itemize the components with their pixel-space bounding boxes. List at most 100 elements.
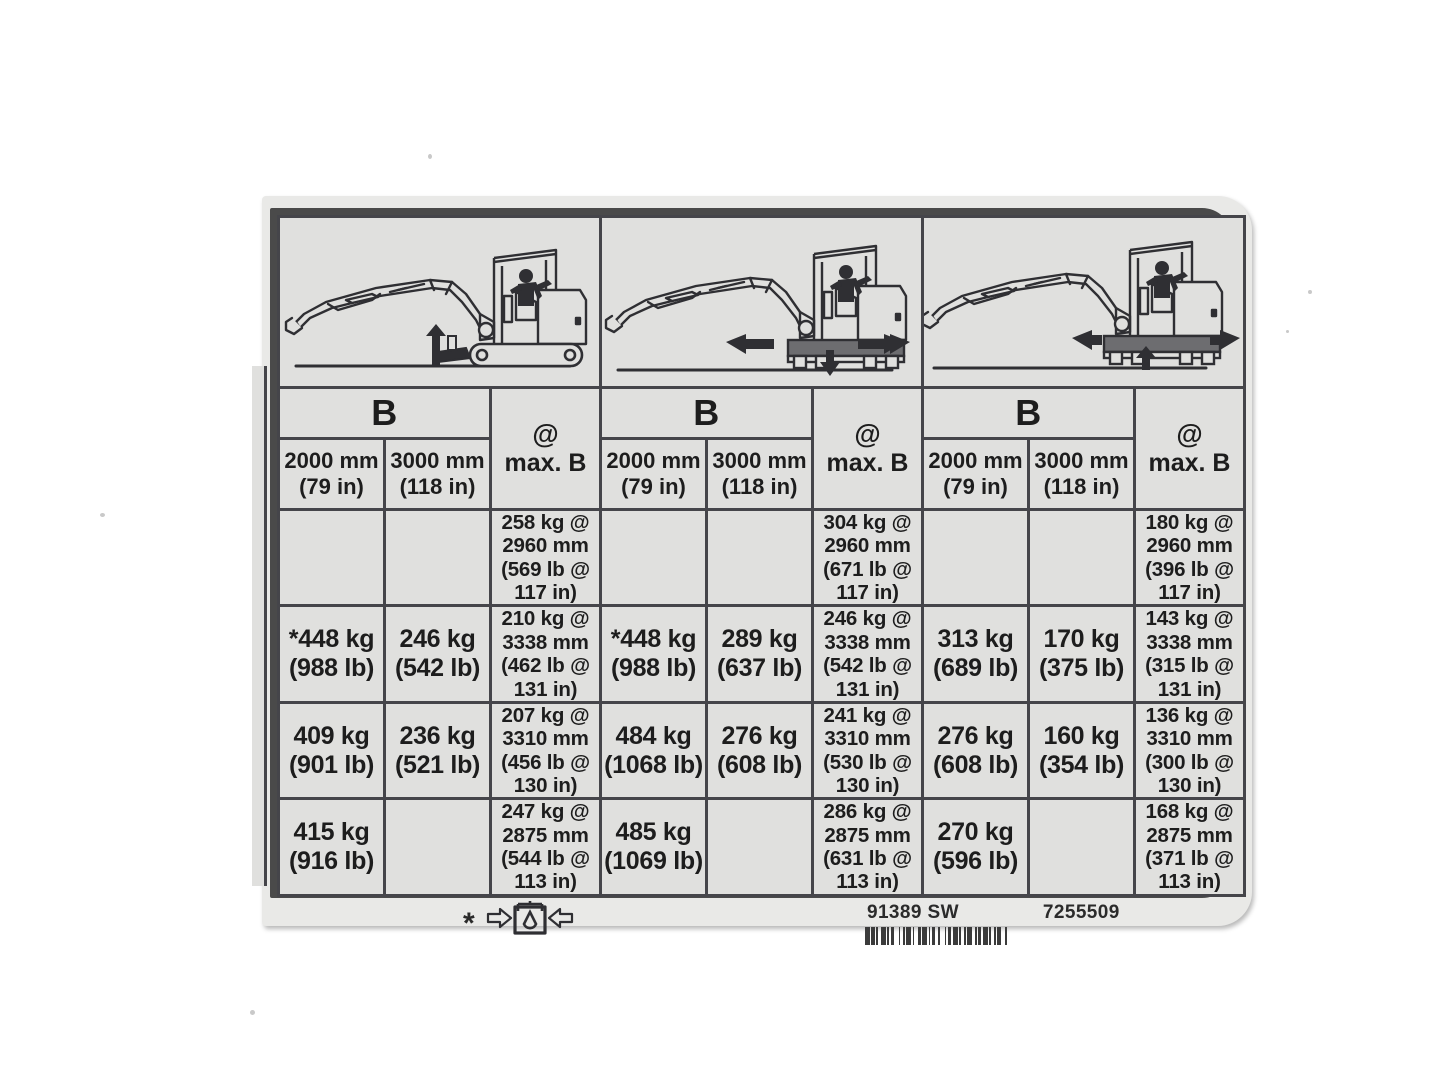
cell-line: (1068 lb) [604, 750, 703, 779]
illustration-cell-over-side-blade-down [921, 215, 1246, 389]
illustration-row [277, 215, 1246, 389]
table-cell-empty [383, 797, 492, 897]
table-cell-capacity: 246 kg (542 lb) [383, 604, 492, 704]
part-number-left: 91389 SW [867, 902, 959, 923]
table-cell-capacity: 313 kg (689 lb) [921, 604, 1030, 704]
metric-value: 3000 mm [712, 448, 807, 474]
imperial-value: (118 in) [721, 474, 798, 499]
cell-line: 2875 mm [502, 823, 589, 847]
cell-line: 270 kg [937, 818, 1014, 847]
cell-line: 485 kg [615, 818, 692, 847]
background-speck [250, 1010, 255, 1015]
cell-line: 258 kg @ [501, 511, 590, 534]
cell-line: (462 lb @ [501, 654, 590, 678]
imperial-value: (118 in) [399, 474, 476, 499]
metric-value: 2000 mm [928, 448, 1023, 474]
cell-line: (631 lb @ [823, 847, 912, 871]
maxb-label: max. B [1148, 448, 1231, 477]
table-cell-empty [921, 507, 1030, 608]
illustration-cell-over-front [277, 215, 602, 389]
header-b-group-3: B [921, 386, 1136, 440]
cell-line: 3338 mm [1146, 630, 1233, 654]
at-symbol: @ [1176, 419, 1203, 450]
arrow-left-inward-icon [1210, 330, 1240, 350]
header-distance-3000-g3: 3000 mm (118 in) [1027, 437, 1136, 511]
cell-line: 113 in) [514, 870, 577, 894]
cell-line: (371 lb @ [1145, 847, 1234, 871]
cell-line: 170 kg [1043, 625, 1120, 654]
header-maxb-group-2: @ max. B [811, 386, 924, 511]
barcode [849, 926, 1179, 945]
imperial-value: (79 in) [943, 474, 1008, 499]
table-cell-max-b: 210 kg @3338 mm (462 lb @131 in) [489, 604, 602, 704]
header-maxb-group-3: @ max. B [1133, 386, 1246, 511]
cell-line: 415 kg [293, 818, 370, 847]
header-distance-row: 2000 mm (79 in) 3000 mm (118 in) 2000 mm… [277, 437, 1245, 511]
table-cell-empty [1027, 797, 1136, 897]
cell-line: 2960 mm [502, 534, 589, 558]
cell-line: 246 kg @ [823, 607, 912, 631]
table-cell-empty [599, 507, 708, 608]
cell-line: 113 in) [836, 870, 899, 894]
cell-line: 247 kg @ [501, 800, 590, 824]
cell-line: 143 kg @ [1145, 607, 1234, 631]
arrow-up-icon [426, 324, 446, 366]
table-row: 409 kg (901 lb) 236 kg (521 lb) 207 kg @3310… [277, 700, 1246, 801]
table-cell-max-b: 247 kg @2875 mm (544 lb @113 in) [489, 797, 602, 897]
table-cell-max-b: 168 kg @2875 mm (371 lb @113 in) [1133, 797, 1246, 897]
cell-line: 130 in) [1157, 773, 1222, 797]
illustration-cell-over-side-blade-up [599, 215, 924, 389]
table-cell-capacity: *448 kg (988 lb) [277, 604, 386, 704]
cell-line: (456 lb @ [501, 750, 590, 774]
cell-line: (354 lb) [1038, 750, 1125, 779]
header-distance-3000-g1: 3000 mm (118 in) [383, 437, 492, 511]
cell-line: 160 kg [1043, 721, 1120, 750]
table-cell-empty [705, 507, 814, 608]
table-cell-capacity: 409 kg (901 lb) [277, 700, 386, 801]
table-cell-capacity: 289 kg (637 lb) [705, 604, 814, 704]
cell-line: (315 lb @ [1145, 654, 1234, 678]
cell-line: 3338 mm [502, 630, 589, 654]
cell-line: (375 lb) [1038, 654, 1125, 683]
header-distance-2000-g3: 2000 mm (79 in) [921, 437, 1030, 511]
cell-line: 180 kg @ [1145, 511, 1234, 534]
metric-value: 3000 mm [1034, 448, 1129, 474]
footnote-asterisk: * [463, 907, 475, 940]
cell-line: 207 kg @ [501, 703, 590, 727]
part-number-right: 7255509 [1042, 902, 1120, 923]
cell-line: 131 in) [1157, 677, 1222, 701]
cell-line: (608 lb) [716, 750, 803, 779]
cell-line: (300 lb @ [1145, 750, 1234, 774]
cell-line: 2875 mm [824, 823, 911, 847]
header-distance-3000-g2: 3000 mm (118 in) [705, 437, 814, 511]
cell-line: (396 lb @ [1145, 557, 1234, 581]
cell-line: 2875 mm [1146, 823, 1233, 847]
header-maxb-group-1: @ max. B [489, 386, 602, 511]
cell-line: 409 kg [293, 721, 370, 750]
cell-line: 3310 mm [502, 727, 589, 751]
header-b-group-1: B [277, 386, 492, 440]
cell-line: (901 lb) [288, 750, 375, 779]
table-cell-capacity: 270 kg (596 lb) [921, 797, 1030, 897]
capacity-decal-plate: B @ max. B B @ max. B B @ max. B [252, 196, 1252, 945]
table-row: 415 kg (916 lb) 247 kg @2875 mm (544 lb @11… [277, 797, 1246, 897]
cell-line: 236 kg [399, 721, 476, 750]
metric-value: 2000 mm [284, 448, 379, 474]
cell-line: 484 kg [615, 721, 692, 750]
cell-line: (671 lb @ [823, 557, 912, 581]
cell-line: (569 lb @ [501, 557, 590, 581]
cell-line: (542 lb) [394, 654, 481, 683]
maxb-label: max. B [504, 448, 587, 477]
background-speck [1286, 330, 1289, 333]
cell-line: (988 lb) [288, 654, 375, 683]
cell-line: 131 in) [835, 677, 900, 701]
cell-line: 136 kg @ [1145, 703, 1234, 727]
cell-line: *448 kg [288, 625, 375, 654]
cell-line: 276 kg [937, 721, 1014, 750]
table-cell-max-b: 258 kg @2960 mm (569 lb @117 in) [489, 507, 602, 608]
table-cell-capacity: 276 kg (608 lb) [705, 700, 814, 801]
excavator-over-side-blade-up-icon [604, 244, 910, 376]
arrow-down-icon [820, 350, 840, 376]
table-cell-max-b: 241 kg @3310 mm (530 lb @130 in) [811, 700, 924, 801]
cell-line: *448 kg [610, 625, 697, 654]
